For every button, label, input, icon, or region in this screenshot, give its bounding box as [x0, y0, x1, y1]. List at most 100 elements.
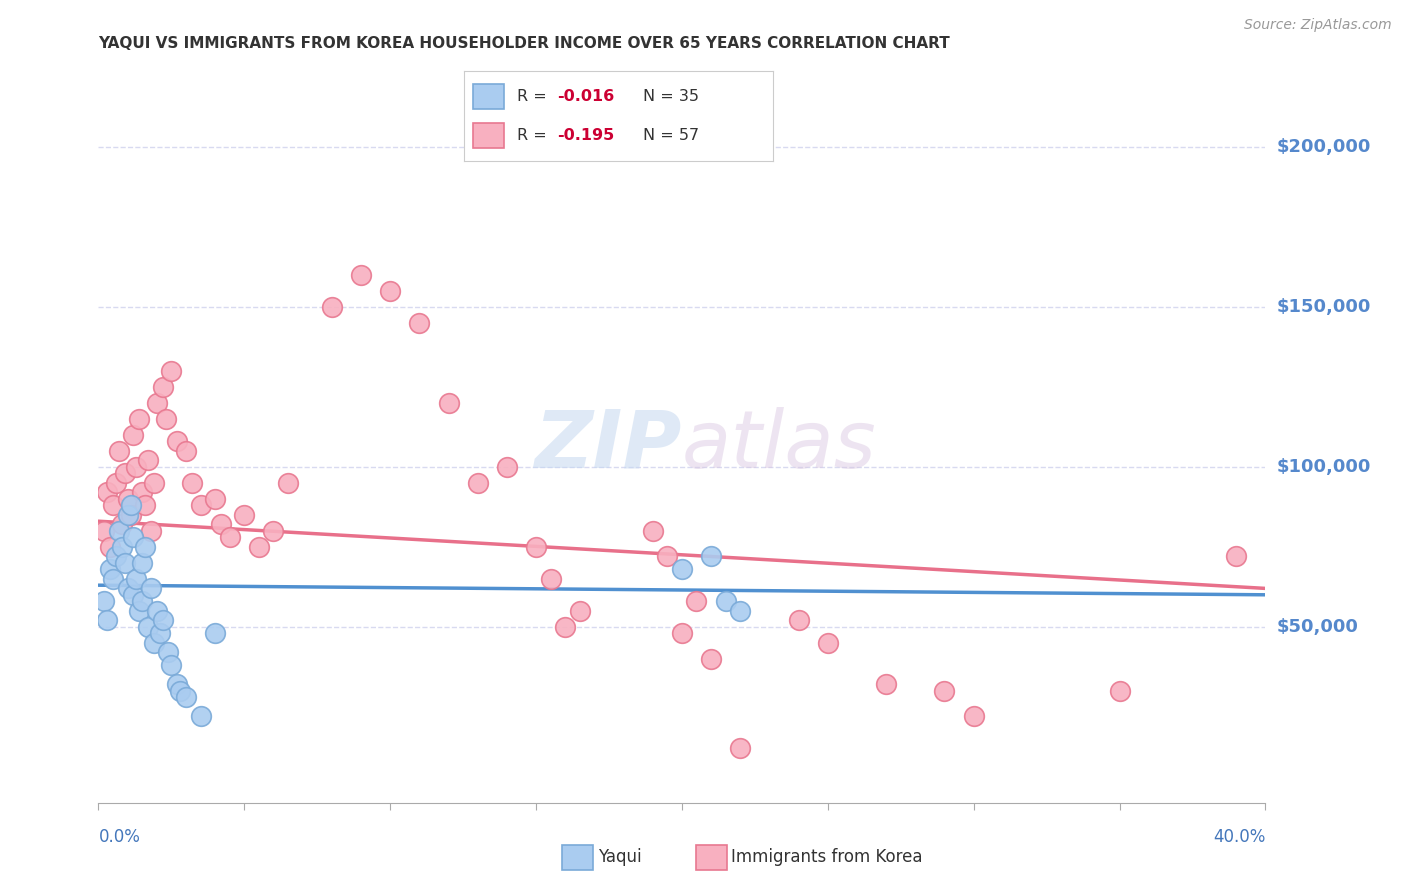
Point	[93, 524, 115, 538]
Point	[139, 524, 162, 538]
Point	[122, 427, 145, 442]
Point	[671, 626, 693, 640]
Text: $200,000: $200,000	[1277, 137, 1371, 156]
Point	[233, 508, 256, 522]
Text: Source: ZipAtlas.com: Source: ZipAtlas.com	[1244, 18, 1392, 32]
Point	[149, 626, 172, 640]
Point	[117, 508, 139, 522]
Text: N = 57: N = 57	[644, 128, 700, 143]
Point	[787, 614, 810, 628]
Point	[93, 594, 115, 608]
Point	[728, 604, 751, 618]
Point	[136, 620, 159, 634]
Point	[128, 604, 150, 618]
Text: $150,000: $150,000	[1277, 298, 1371, 316]
Point	[190, 498, 212, 512]
Point	[104, 475, 127, 490]
Point	[700, 652, 723, 666]
Point	[657, 549, 679, 564]
Point	[321, 300, 343, 314]
FancyBboxPatch shape	[474, 84, 505, 109]
Point	[166, 677, 188, 691]
Text: $50,000: $50,000	[1277, 618, 1358, 636]
Point	[131, 556, 153, 570]
Point	[142, 475, 165, 490]
Point	[169, 683, 191, 698]
Point	[157, 645, 180, 659]
Point	[1108, 683, 1130, 698]
Point	[524, 540, 547, 554]
Point	[131, 594, 153, 608]
Point	[180, 475, 202, 490]
Point	[136, 453, 159, 467]
Point	[146, 604, 169, 618]
Point	[114, 556, 136, 570]
Point	[641, 524, 664, 538]
Point	[101, 572, 124, 586]
Text: 0.0%: 0.0%	[98, 829, 141, 847]
Text: atlas: atlas	[682, 407, 877, 485]
Point	[142, 636, 165, 650]
Point	[160, 658, 183, 673]
Point	[262, 524, 284, 538]
Point	[152, 614, 174, 628]
Point	[934, 683, 956, 698]
Point	[114, 466, 136, 480]
Point	[174, 690, 197, 705]
Point	[98, 562, 121, 576]
Point	[714, 594, 737, 608]
Text: N = 35: N = 35	[644, 89, 699, 103]
Point	[568, 604, 591, 618]
Point	[437, 396, 460, 410]
Point	[700, 549, 723, 564]
Point	[190, 709, 212, 723]
Point	[817, 636, 839, 650]
Text: Immigrants from Korea: Immigrants from Korea	[731, 848, 922, 866]
Point	[98, 540, 121, 554]
Point	[350, 268, 373, 282]
Point	[160, 364, 183, 378]
Point	[166, 434, 188, 449]
Point	[120, 498, 142, 512]
Point	[125, 459, 148, 474]
Point	[125, 572, 148, 586]
Point	[174, 443, 197, 458]
Point	[155, 412, 177, 426]
Point	[104, 549, 127, 564]
Point	[209, 517, 232, 532]
Point	[495, 459, 517, 474]
Point	[131, 485, 153, 500]
Point	[218, 530, 240, 544]
Point	[204, 491, 226, 506]
Text: R =: R =	[516, 128, 551, 143]
Point	[875, 677, 897, 691]
Point	[962, 709, 984, 723]
Point	[122, 588, 145, 602]
Point	[247, 540, 270, 554]
Text: R =: R =	[516, 89, 551, 103]
Point	[277, 475, 299, 490]
Point	[467, 475, 489, 490]
Point	[152, 380, 174, 394]
Text: $100,000: $100,000	[1277, 458, 1371, 475]
Point	[117, 491, 139, 506]
Point	[108, 524, 131, 538]
FancyBboxPatch shape	[474, 123, 505, 148]
Point	[139, 582, 162, 596]
Point	[408, 316, 430, 330]
Point	[1225, 549, 1247, 564]
Text: -0.195: -0.195	[557, 128, 614, 143]
Point	[146, 396, 169, 410]
Point	[128, 412, 150, 426]
Point	[101, 498, 124, 512]
Point	[204, 626, 226, 640]
Point	[554, 620, 576, 634]
Point	[117, 582, 139, 596]
Point	[111, 517, 134, 532]
Point	[96, 485, 118, 500]
Point	[122, 530, 145, 544]
Text: 40.0%: 40.0%	[1213, 829, 1265, 847]
Point	[96, 614, 118, 628]
Point	[134, 540, 156, 554]
Point	[111, 540, 134, 554]
